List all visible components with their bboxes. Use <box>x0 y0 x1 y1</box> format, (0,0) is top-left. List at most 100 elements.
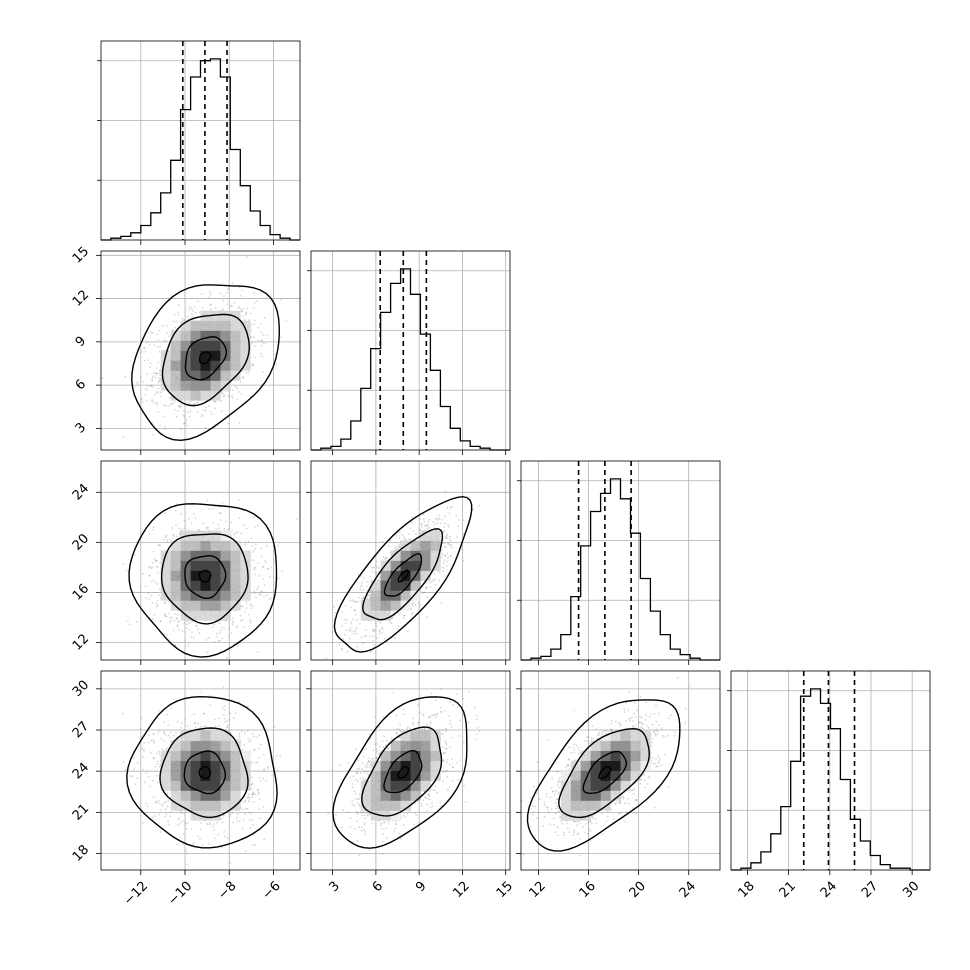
scatter-point <box>190 635 193 638</box>
scatter-point <box>158 351 161 353</box>
scatter-point <box>143 347 145 349</box>
scatter-point <box>252 791 255 794</box>
scatter-point <box>154 815 157 817</box>
scatter-point <box>238 517 241 520</box>
scatter-point <box>365 635 368 637</box>
panel-0-1 <box>100 250 301 451</box>
scatter-point <box>210 308 212 311</box>
scatter-point <box>149 385 152 387</box>
density-cell <box>190 350 201 361</box>
scatter-point <box>396 548 399 550</box>
scatter-point <box>240 370 243 373</box>
scatter-point <box>461 548 464 551</box>
density-cell <box>420 560 431 571</box>
scatter-point <box>157 361 160 363</box>
scatter-point <box>445 546 448 549</box>
density-cell <box>210 350 221 361</box>
scatter-point <box>245 601 248 604</box>
density-cell <box>180 590 191 601</box>
scatter-point <box>422 518 425 520</box>
scatter-point <box>196 300 199 303</box>
scatter-point <box>433 572 436 575</box>
scatter-point <box>196 411 199 414</box>
scatter-point <box>223 527 226 530</box>
scatter-point <box>250 537 253 539</box>
density-cell <box>430 550 441 561</box>
scatter-point <box>158 544 160 546</box>
scatter-point <box>259 593 262 596</box>
scatter-point <box>188 308 191 311</box>
scatter-point <box>342 638 345 640</box>
scatter-point <box>141 401 144 403</box>
scatter-point <box>418 518 421 520</box>
scatter-point <box>442 566 444 569</box>
scatter-point <box>266 594 269 597</box>
scatter-point <box>209 704 212 707</box>
scatter-point <box>266 567 269 570</box>
scatter-point <box>187 411 190 414</box>
scatter-point <box>258 593 261 596</box>
scatter-point <box>151 566 154 569</box>
scatter-point <box>378 630 381 633</box>
scatter-point <box>153 372 156 374</box>
scatter-point <box>381 540 384 543</box>
scatter-point <box>212 825 214 828</box>
scatter-point <box>220 392 223 395</box>
scatter-point <box>361 585 363 587</box>
scatter-point <box>420 523 422 526</box>
density-cell <box>230 350 241 361</box>
scatter-point <box>225 292 228 294</box>
scatter-point <box>398 614 400 616</box>
scatter-point <box>374 622 377 624</box>
scatter-point <box>232 533 235 536</box>
scatter-point <box>238 305 241 308</box>
scatter-point <box>227 287 230 289</box>
scatter-point <box>394 547 396 550</box>
density-cell <box>200 580 211 591</box>
density-cell <box>210 590 221 601</box>
scatter-point <box>244 850 247 852</box>
scatter-point <box>169 815 172 818</box>
scatter-point <box>260 331 263 334</box>
contour-line <box>128 503 278 658</box>
scatter-point <box>187 318 190 320</box>
scatter-point <box>248 319 250 321</box>
scatter-point <box>434 523 436 526</box>
scatter-point <box>440 602 443 604</box>
density-cell <box>370 590 381 601</box>
scatter-point <box>163 801 166 804</box>
scatter-point <box>408 538 410 541</box>
scatter-point <box>260 344 263 347</box>
scatter-point <box>262 777 265 780</box>
scatter-point <box>209 293 212 296</box>
scatter-point <box>153 558 156 560</box>
scatter-point <box>241 289 243 292</box>
scatter-point <box>158 380 161 382</box>
scatter-point <box>277 544 279 547</box>
scatter-point <box>261 590 263 592</box>
scatter-point <box>193 722 196 724</box>
scatter-point <box>237 307 240 310</box>
scatter-point <box>222 299 224 302</box>
scatter-point <box>244 544 247 546</box>
scatter-point <box>220 626 223 629</box>
density-cell <box>200 540 211 551</box>
scatter-point <box>237 644 239 647</box>
density-cell <box>180 550 191 561</box>
scatter-point <box>426 524 429 527</box>
scatter-point <box>260 547 262 550</box>
scatter-point <box>432 521 435 523</box>
scatter-point <box>178 405 181 407</box>
density-cell <box>410 560 421 571</box>
density-cell <box>230 320 241 331</box>
density-cell <box>210 560 221 571</box>
scatter-point <box>171 329 174 331</box>
scatter-point <box>344 633 346 636</box>
scatter-point <box>265 544 268 547</box>
scatter-point <box>446 561 448 563</box>
scatter-point <box>445 537 447 539</box>
scatter-point <box>152 779 154 782</box>
scatter-point <box>164 601 167 604</box>
scatter-point <box>254 547 257 550</box>
density-cell <box>380 560 391 571</box>
